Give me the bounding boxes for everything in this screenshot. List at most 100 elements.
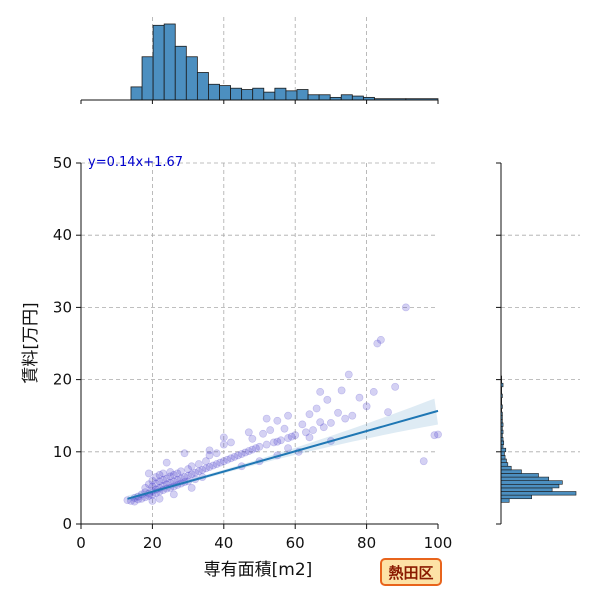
x-histogram-bar bbox=[241, 89, 254, 101]
scatter-point bbox=[148, 496, 157, 505]
x-histogram-bar bbox=[219, 85, 231, 101]
scatter-point bbox=[227, 454, 235, 463]
scatter-point bbox=[144, 469, 153, 478]
scatter-point bbox=[298, 420, 307, 429]
y-marginal-histogram bbox=[496, 162, 580, 525]
scatter-point bbox=[205, 451, 214, 460]
x-tick-label: 80 bbox=[357, 534, 376, 552]
scatter-point bbox=[234, 451, 242, 460]
x-histogram-bar bbox=[307, 94, 320, 101]
scatter-point bbox=[355, 393, 364, 402]
x-histogram-bar bbox=[340, 94, 353, 101]
scatter-point bbox=[334, 408, 342, 417]
x-histogram-bar bbox=[163, 23, 176, 101]
regression-layer bbox=[127, 398, 439, 501]
scatter-point bbox=[337, 386, 346, 395]
scatter-point bbox=[144, 480, 153, 489]
x-histogram-bar bbox=[208, 83, 220, 101]
scatter-point bbox=[219, 457, 228, 466]
x-histogram-bar bbox=[263, 91, 276, 101]
scatter-point bbox=[169, 471, 178, 479]
scatter-point bbox=[419, 457, 428, 466]
scatter-point bbox=[373, 339, 382, 348]
y-histogram-bar bbox=[500, 465, 512, 471]
y-histogram-bar bbox=[500, 455, 506, 460]
scatter-point bbox=[159, 469, 168, 478]
scatter-point bbox=[362, 402, 371, 411]
scatter-point bbox=[191, 468, 200, 477]
scatter-point bbox=[166, 472, 175, 481]
scatter-point bbox=[376, 335, 385, 344]
scatter-point bbox=[305, 410, 314, 419]
scatter-point bbox=[180, 449, 189, 458]
y-tick-label: 40 bbox=[53, 226, 72, 244]
scatter-point bbox=[266, 426, 275, 435]
scatter-point bbox=[180, 473, 189, 481]
scatter-point bbox=[255, 442, 264, 451]
scatter-point bbox=[166, 468, 175, 476]
scatter-point bbox=[252, 444, 260, 453]
scatter-point bbox=[344, 370, 353, 379]
scatter-point bbox=[177, 474, 185, 483]
scatter-point bbox=[187, 470, 196, 479]
x-histogram-bar bbox=[318, 94, 331, 101]
x-histogram-bar bbox=[152, 24, 165, 101]
scatter-point bbox=[262, 440, 271, 449]
scatter-point bbox=[219, 433, 228, 442]
scatter-point bbox=[284, 444, 292, 453]
x-tick-label: 60 bbox=[286, 534, 305, 552]
x-histogram-bar bbox=[296, 89, 309, 101]
scatter-point bbox=[316, 387, 325, 396]
y-histogram-bar bbox=[500, 483, 560, 489]
scatter-point bbox=[401, 303, 410, 312]
scatter-points bbox=[123, 303, 442, 506]
scatter-point bbox=[202, 464, 210, 473]
scatter-point bbox=[194, 467, 203, 476]
scatter-point bbox=[162, 474, 171, 483]
scatter-point bbox=[309, 426, 317, 435]
scatter-point bbox=[326, 419, 335, 427]
scatter-point bbox=[273, 416, 282, 425]
scatter-point bbox=[244, 428, 253, 437]
scatter-point bbox=[169, 490, 178, 499]
ward-badge: 熱田区 bbox=[380, 558, 442, 586]
scatter-point bbox=[212, 449, 221, 458]
scatter-point bbox=[248, 434, 257, 443]
x-histogram-bar bbox=[351, 95, 364, 101]
y-tick-label: 0 bbox=[62, 515, 72, 533]
axes: 0 20 40 60 80 100 0 10 20 30 40 50 bbox=[53, 154, 452, 552]
scatter-point bbox=[223, 455, 232, 464]
y-tick-label: 20 bbox=[53, 371, 72, 389]
y-histogram-bar bbox=[500, 473, 539, 478]
main-gridlines bbox=[81, 162, 438, 524]
y-histogram-bar bbox=[500, 476, 550, 481]
x-histogram-bar bbox=[274, 87, 287, 101]
scatter-point bbox=[280, 424, 289, 433]
y-histogram-bar bbox=[500, 469, 522, 474]
scatter-point bbox=[152, 479, 160, 488]
y-tick-label: 30 bbox=[53, 298, 72, 316]
scatter-point bbox=[205, 446, 214, 455]
scatter-point bbox=[194, 460, 203, 468]
y-histogram-bar bbox=[500, 451, 505, 456]
scatter-point bbox=[237, 450, 246, 458]
x-histogram-bar bbox=[285, 90, 298, 101]
x-tick-label: 0 bbox=[76, 534, 86, 552]
scatter-point bbox=[434, 430, 442, 439]
x-axis-title: 専有面積[m2] bbox=[204, 560, 313, 580]
ward-badge-box bbox=[380, 558, 442, 586]
scatter-point bbox=[205, 463, 214, 471]
scatter-point bbox=[130, 497, 139, 506]
x-histogram-bar bbox=[130, 86, 143, 101]
x-tick-label: 100 bbox=[424, 534, 453, 552]
x-histogram-bar bbox=[230, 87, 243, 101]
y-histogram-bar bbox=[500, 487, 553, 492]
scatter-point bbox=[187, 462, 196, 471]
scatter-point bbox=[391, 382, 400, 391]
scatter-point bbox=[219, 440, 228, 449]
scatter-point bbox=[430, 431, 439, 440]
scatter-point bbox=[230, 452, 239, 461]
scatter-point bbox=[202, 457, 210, 466]
scatter-point bbox=[312, 404, 321, 413]
